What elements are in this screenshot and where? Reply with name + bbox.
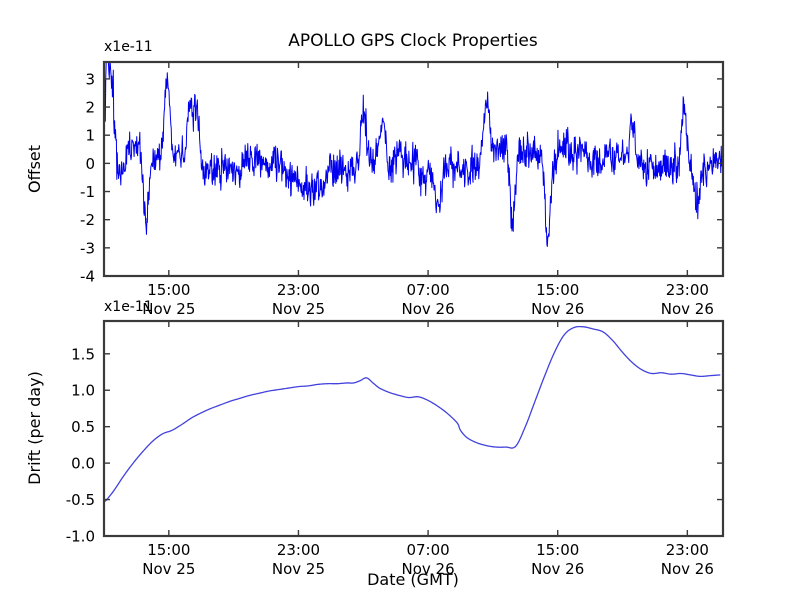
- y-tick-label: -3: [80, 239, 95, 257]
- y-tick-label: -4: [80, 268, 95, 286]
- x-tick-label-time: 15:00: [536, 281, 579, 299]
- x-tick-label-date: Nov 26: [661, 560, 714, 578]
- y-tick-label: -1.0: [66, 528, 95, 546]
- x-tick-label-date: Nov 25: [142, 300, 195, 318]
- y-tick-label: 1.5: [71, 345, 95, 363]
- y-tick-label: 3: [85, 70, 95, 88]
- x-tick-label-date: Nov 25: [142, 560, 195, 578]
- offset-series-group: [103, 61, 724, 247]
- drift-y-axis-label: Drift (per day): [25, 371, 44, 485]
- x-tick-label-time: 23:00: [277, 281, 320, 299]
- offset-data-line: [103, 61, 724, 247]
- drift-series-group: [104, 325, 721, 502]
- page-title: APOLLO GPS Clock Properties: [288, 31, 538, 51]
- y-tick-label: 0: [85, 155, 95, 173]
- x-tick-label-time: 15:00: [147, 541, 190, 559]
- y-tick-label: 2: [85, 99, 95, 117]
- y-tick-label: 0.0: [71, 455, 95, 473]
- y-tick-label: -2: [80, 211, 95, 229]
- x-tick-label-date: Nov 26: [402, 300, 455, 318]
- x-tick-label-time: 07:00: [406, 281, 449, 299]
- x-tick-label-date: Nov 26: [531, 300, 584, 318]
- offset-exponent-label: x1e-11: [104, 39, 153, 55]
- x-tick-label-time: 15:00: [147, 281, 190, 299]
- y-tick-label: 1: [85, 127, 95, 145]
- drift-plot-background: [104, 321, 723, 536]
- offset-panel: APOLLO GPS Clock Properties x1e-11 -4 -3 -…: [25, 31, 725, 318]
- x-tick-label-date: Nov 26: [402, 560, 455, 578]
- drift-axes-frame: [102, 319, 725, 538]
- offset-axes-frame: [102, 60, 725, 278]
- x-tick-label-date: Nov 25: [272, 300, 325, 318]
- y-tick-label: -1: [80, 183, 95, 201]
- x-tick-label-time: 23:00: [277, 541, 320, 559]
- x-tick-label-time: 07:00: [406, 541, 449, 559]
- drift-y-axis-ticks: -1.0 -0.5 0.0 0.5 1.0 1.5: [66, 345, 723, 546]
- x-tick-label-time: 15:00: [536, 541, 579, 559]
- drift-x-axis-label: Date (GMT): [367, 570, 459, 589]
- x-tick-label-date: Nov 26: [531, 560, 584, 578]
- x-tick-label-time: 23:00: [666, 541, 709, 559]
- x-tick-label-date: Nov 25: [272, 560, 325, 578]
- x-tick-label-date: Nov 26: [661, 300, 714, 318]
- drift-exponent-label: x1e-11: [104, 299, 153, 315]
- x-tick-label-time: 23:00: [666, 281, 709, 299]
- offset-y-axis-label: Offset: [25, 145, 44, 193]
- y-tick-label: 1.0: [71, 382, 95, 400]
- y-tick-label: 0.5: [71, 418, 95, 436]
- drift-data-line: [104, 325, 721, 502]
- y-tick-label: -0.5: [66, 491, 95, 509]
